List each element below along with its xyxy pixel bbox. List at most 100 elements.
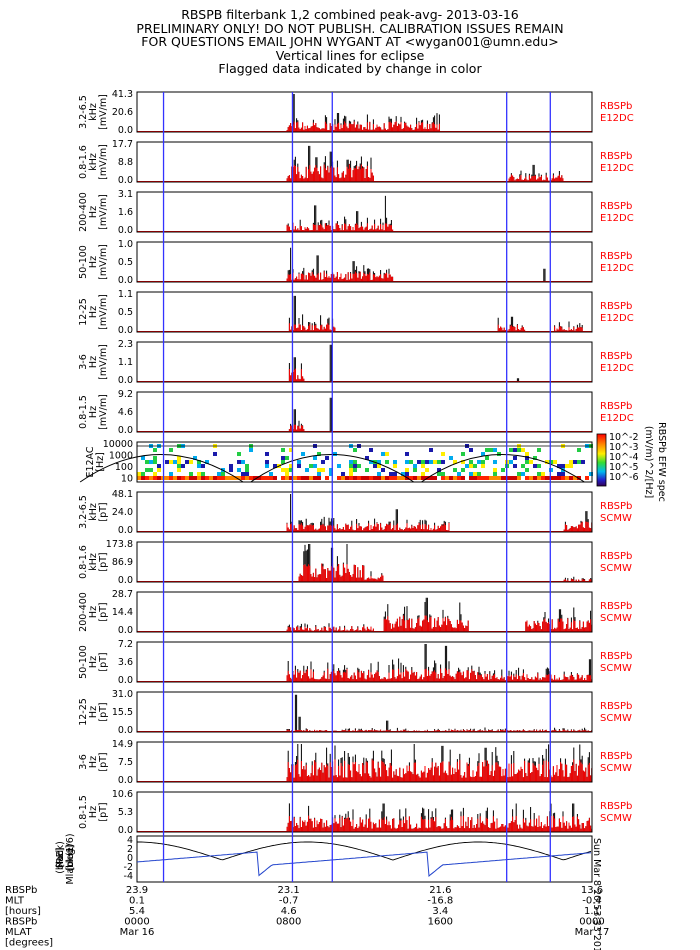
y-tick-label: 20.6: [112, 107, 133, 118]
spectrogram-cell: [517, 448, 521, 452]
spectrogram-cell: [189, 460, 193, 464]
spectrogram-cell: [509, 476, 513, 480]
axis-row-label: [degrees]: [5, 938, 53, 949]
spec-y-tick: 10: [121, 474, 133, 485]
spectrogram-cell: [393, 460, 397, 464]
spectrogram-cell: [449, 456, 453, 460]
y-tick-label: 10.6: [112, 789, 133, 800]
spectrogram-cell: [201, 476, 205, 480]
spectrogram-cell: [177, 456, 181, 460]
source-label: RBSPb: [600, 151, 632, 162]
spectrogram-cell: [361, 476, 365, 480]
spectrogram-cell: [285, 472, 289, 476]
spectrogram-cell: [405, 452, 409, 456]
panel-band-label: 0.8-1.5: [78, 395, 89, 429]
panel-band-label: 0.8-1.6: [78, 145, 89, 179]
spectrogram-cell: [313, 476, 317, 480]
spectrogram-cell: [285, 456, 289, 460]
y-tick-label: 0.0: [118, 225, 133, 236]
spectrogram-cell: [145, 476, 149, 480]
spectrogram-cell: [537, 464, 541, 468]
spectrogram-cell: [433, 476, 437, 480]
spectrogram-cell: [285, 468, 289, 472]
spectrogram-cell: [197, 464, 201, 468]
spectrogram-cell: [485, 476, 489, 480]
axis-column-value: 5.4: [129, 906, 145, 917]
spectrogram-cell: [525, 476, 529, 480]
spectrogram-cell: [541, 476, 545, 480]
y-tick-label: 48.1: [112, 489, 133, 500]
axis-column-value: 23.1: [278, 885, 300, 896]
spectrogram-cell: [249, 476, 253, 480]
y-tick-label: 41.3: [112, 89, 133, 100]
spectrogram-cell: [317, 468, 321, 472]
spectrogram-cell: [365, 468, 369, 472]
panel-band-label: 3.2-6.5: [78, 495, 89, 529]
instrument-label: SCMW: [600, 813, 632, 824]
header-title: RBSPB filterbank 1,2 combined peak-avg- …: [181, 7, 519, 22]
colorbar-tick: 10^-4: [609, 452, 639, 463]
source-label: RBSPb: [600, 301, 632, 312]
spectrogram-cell: [501, 468, 505, 472]
spectrogram-cell: [153, 456, 157, 460]
spectrogram-cell: [297, 476, 301, 480]
spectrogram-cell: [353, 448, 357, 452]
panel-frame: [136, 741, 593, 783]
spectrogram-cell: [377, 464, 381, 468]
spectrogram-cell: [137, 476, 141, 480]
spectrogram-cell: [181, 464, 185, 468]
spectrogram-cell: [481, 476, 485, 480]
spectrogram-cell: [565, 476, 569, 480]
header-warning: PRELIMINARY ONLY! DO NOT PUBLISH. CALIBR…: [136, 20, 564, 36]
panel-frame: [136, 341, 593, 383]
source-label: RBSPb: [600, 801, 632, 812]
spectrogram-cell: [337, 476, 341, 480]
spectrogram-cell: [517, 472, 521, 476]
spectrogram-cell: [273, 476, 277, 480]
source-label: RBSPb: [600, 701, 632, 712]
source-label: RBSPb: [600, 401, 632, 412]
spectrogram-cell: [237, 476, 241, 480]
colorbar: [596, 433, 607, 487]
y-tick-label: 1.6: [118, 207, 133, 218]
spectrogram-cell: [337, 464, 341, 468]
panel-band-label: 0.8-1.5: [78, 795, 89, 829]
axis-column-value: 0.1: [129, 896, 145, 907]
spectrogram-cell: [265, 476, 269, 480]
spectrogram-cell: [173, 476, 177, 480]
spectrogram-cell: [581, 460, 585, 464]
spectrogram-cell: [405, 468, 409, 472]
y-tick-label: 0.0: [118, 825, 133, 836]
y-tick-label: 0.0: [118, 275, 133, 286]
spectrogram-cell: [245, 468, 249, 472]
spectrogram-cell: [153, 448, 157, 452]
spectrogram-cell: [157, 468, 161, 472]
instrument-label: E12DC: [600, 313, 634, 324]
spectrogram-cell: [557, 464, 561, 468]
spectrogram-cell: [405, 472, 409, 476]
spectrogram-cell: [525, 452, 529, 456]
spectrogram-cell: [177, 476, 181, 480]
spectrogram-cell: [265, 460, 269, 464]
spectrogram-cell: [281, 448, 285, 452]
panel-band-label: 50-100: [78, 245, 89, 279]
orbit-y-tick: 2: [127, 844, 133, 855]
spectrogram-cell: [369, 476, 373, 480]
orbit-ylabel-part: (black): [55, 841, 66, 877]
spectrogram-cell: [413, 468, 417, 472]
axis-row-label: [hours]: [5, 906, 41, 917]
orbit-y-tick: 0: [127, 853, 133, 864]
orbit-ylabel-part: Mlat+(1/6): [65, 833, 76, 884]
header-flag-note: Flagged data indicated by change in colo…: [218, 61, 482, 76]
spectrogram-cell: [305, 476, 309, 480]
panel-ylabel-unit: [mV/m]: [98, 344, 109, 380]
avg-series: [286, 223, 394, 232]
spectrogram-cell: [141, 456, 145, 460]
spectrogram-cell: [477, 476, 481, 480]
avg-series: [288, 323, 583, 332]
mlat-curve: [136, 851, 592, 878]
